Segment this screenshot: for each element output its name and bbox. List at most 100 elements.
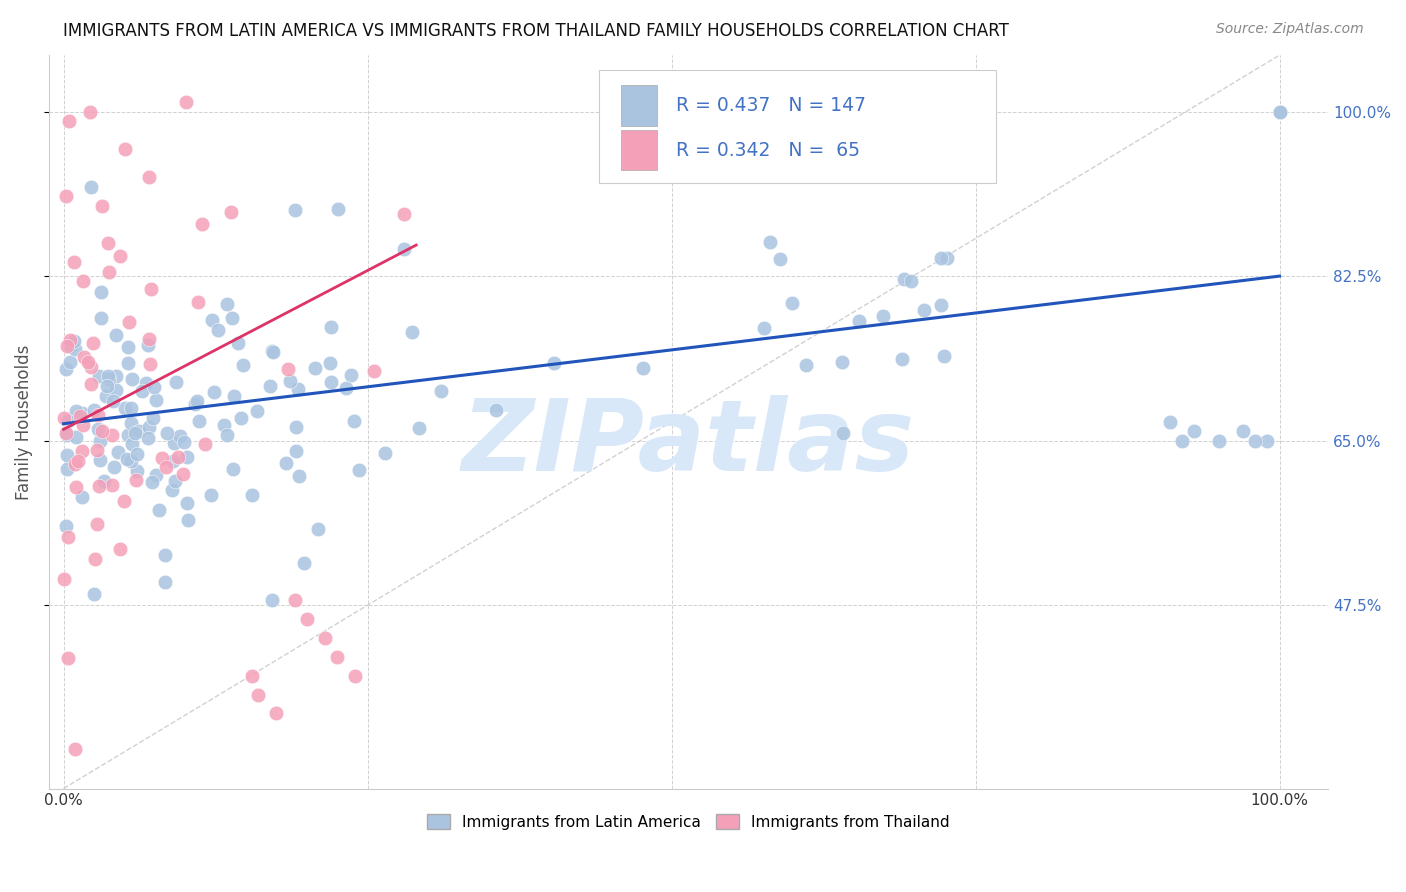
Text: R = 0.342   N =  65: R = 0.342 N = 65 [676, 141, 859, 160]
Point [56, 427, 79, 442]
Point [240, 488, 263, 502]
Legend: Immigrants from Latin America, Immigrants from Thailand: Immigrants from Latin America, Immigrant… [420, 807, 956, 836]
Point [55, 425, 77, 440]
Point [759, 235, 782, 249]
Point [89, 434, 111, 449]
Point [245, 404, 267, 418]
Text: R = 0.437   N = 147: R = 0.437 N = 147 [676, 95, 866, 115]
Point [101, 394, 124, 409]
Point [194, 437, 217, 451]
Point [138, 170, 160, 185]
Point [831, 425, 853, 440]
Point [543, 356, 565, 370]
Point [221, 205, 243, 219]
Point [1268, 104, 1291, 119]
Point [120, 454, 142, 468]
Y-axis label: Family Households: Family Households [15, 344, 32, 500]
Point [177, 513, 200, 527]
Point [155, 460, 177, 475]
Point [232, 358, 254, 372]
Point [94, 389, 117, 403]
Point [200, 488, 222, 502]
Point [145, 393, 167, 408]
Point [1268, 104, 1291, 119]
Point [1268, 104, 1291, 119]
Point [117, 356, 139, 370]
Point [1232, 424, 1254, 438]
Point [86, 442, 108, 457]
Point [831, 355, 853, 369]
Point [872, 309, 894, 323]
Point [335, 381, 357, 395]
Point [222, 389, 245, 403]
Point [174, 95, 197, 110]
Point [247, 688, 270, 702]
Point [408, 421, 430, 435]
Point [848, 314, 870, 328]
Point [187, 294, 209, 309]
Point [343, 414, 366, 428]
Point [87, 369, 110, 384]
Point [108, 541, 131, 556]
Point [63, 742, 86, 756]
Point [284, 203, 307, 218]
Point [429, 384, 451, 398]
Point [934, 349, 956, 363]
Point [56, 462, 79, 476]
Point [91, 425, 114, 439]
FancyBboxPatch shape [599, 70, 995, 184]
Point [120, 401, 142, 416]
Point [118, 315, 141, 329]
Point [153, 548, 176, 562]
Point [162, 483, 184, 497]
Point [308, 522, 330, 536]
Point [55, 518, 77, 533]
Point [80, 360, 103, 375]
Point [72, 274, 94, 288]
Point [136, 337, 159, 351]
Point [120, 417, 142, 431]
Point [1171, 434, 1194, 448]
Point [169, 429, 191, 443]
Point [201, 313, 224, 327]
Point [284, 593, 307, 607]
Point [82, 336, 104, 351]
Point [221, 310, 243, 325]
Point [893, 272, 915, 286]
Point [392, 207, 415, 221]
Point [83, 586, 105, 600]
Point [633, 361, 655, 376]
Point [125, 473, 148, 487]
Point [780, 296, 803, 310]
Point [319, 319, 342, 334]
Point [912, 303, 935, 318]
Point [101, 477, 124, 491]
Point [319, 375, 342, 389]
Point [240, 669, 263, 683]
Point [1208, 434, 1230, 448]
Point [138, 420, 160, 434]
Point [187, 414, 209, 428]
Point [121, 372, 143, 386]
Point [172, 467, 194, 481]
Point [276, 456, 298, 470]
Point [156, 425, 179, 440]
Point [63, 342, 86, 356]
Point [55, 362, 77, 376]
Point [56, 651, 79, 665]
Point [62, 334, 84, 349]
Point [344, 669, 367, 683]
Point [176, 450, 198, 464]
Point [56, 339, 79, 353]
Point [143, 379, 166, 393]
Point [104, 327, 127, 342]
Point [70, 443, 93, 458]
Point [58, 530, 80, 544]
Point [55, 189, 77, 203]
Point [796, 358, 818, 372]
Point [59, 339, 82, 353]
Point [215, 428, 238, 442]
Point [98, 372, 121, 386]
Point [190, 218, 212, 232]
Point [136, 431, 159, 445]
